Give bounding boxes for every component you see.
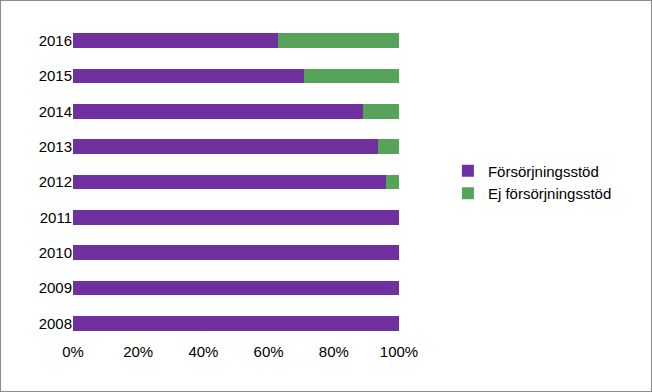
svg-text:2016: 2016 (39, 32, 72, 49)
svg-text:80%: 80% (319, 343, 349, 360)
svg-text:0%: 0% (62, 343, 84, 360)
svg-text:100%: 100% (380, 343, 418, 360)
svg-text:20%: 20% (123, 343, 153, 360)
svg-text:2014: 2014 (39, 103, 72, 120)
svg-text:2013: 2013 (39, 138, 72, 155)
svg-text:60%: 60% (254, 343, 284, 360)
svg-text:40%: 40% (188, 343, 218, 360)
svg-text:2011: 2011 (40, 209, 72, 226)
svg-text:2015: 2015 (39, 67, 72, 84)
svg-text:2012: 2012 (39, 173, 72, 190)
svg-text:2008: 2008 (39, 315, 72, 332)
svg-text:Ej försörjningsstöd: Ej försörjningsstöd (488, 185, 611, 202)
svg-text:Försörjningsstöd: Försörjningsstöd (488, 163, 599, 180)
svg-text:2010: 2010 (39, 244, 72, 261)
svg-text:2009: 2009 (39, 279, 72, 296)
